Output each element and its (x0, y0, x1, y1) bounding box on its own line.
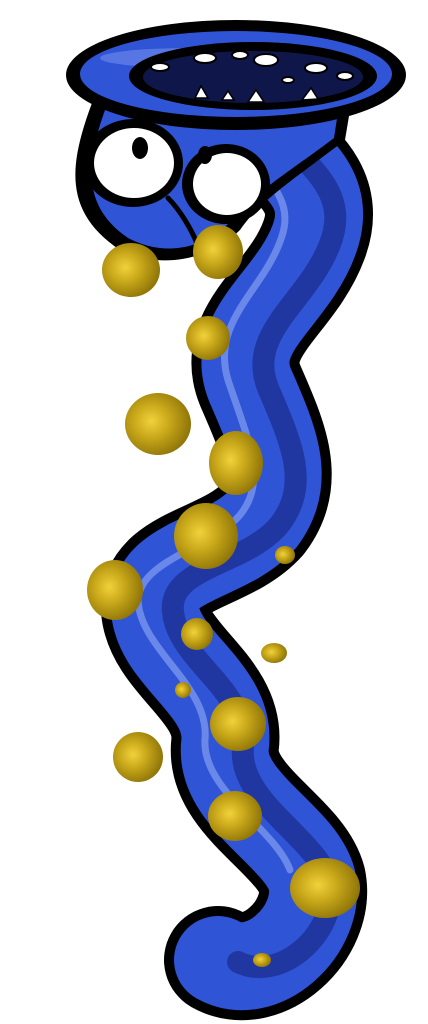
spot (290, 858, 360, 918)
upper-tooth (253, 53, 279, 67)
body-highlight (134, 106, 294, 874)
lower-tooth (193, 84, 210, 99)
spot (208, 791, 262, 841)
right-eye-pupil (198, 146, 212, 164)
upper-tooth (231, 50, 249, 60)
spot (193, 225, 243, 279)
upper-teeth (150, 50, 354, 84)
lower-tooth (220, 89, 236, 101)
spot (261, 643, 287, 663)
spot (210, 697, 266, 751)
spot (113, 732, 163, 782)
spot (209, 431, 263, 495)
right-eye-white (193, 153, 261, 215)
spot (87, 560, 143, 620)
upper-tooth (150, 62, 170, 72)
mouth (129, 42, 377, 110)
upper-tooth (336, 71, 354, 81)
lower-teeth (193, 84, 320, 103)
left-eye (83, 119, 183, 207)
spots (87, 225, 360, 967)
right-eye (182, 144, 270, 224)
eyes (83, 119, 270, 249)
spot (102, 243, 160, 297)
upper-tooth (281, 76, 295, 84)
upper-tooth (193, 52, 217, 64)
left-eye-white (94, 128, 174, 198)
spot (275, 546, 295, 564)
spot (186, 316, 230, 360)
lower-tooth (246, 88, 266, 103)
spot (125, 393, 191, 455)
spot (174, 503, 238, 569)
spot (175, 682, 191, 698)
lower-tooth (300, 86, 320, 101)
spot (253, 953, 271, 967)
left-eye-pupil (132, 137, 148, 159)
spot (181, 618, 213, 650)
upper-tooth (304, 62, 328, 74)
